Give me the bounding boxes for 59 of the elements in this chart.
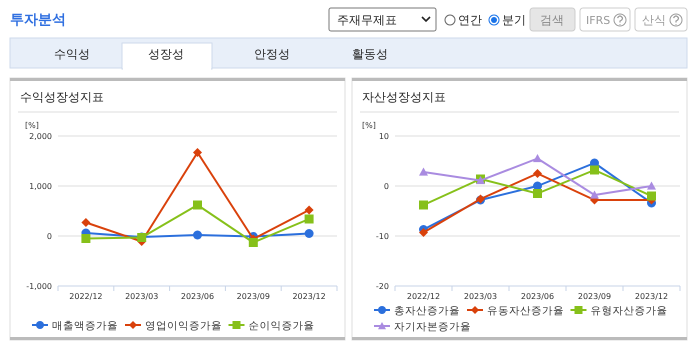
y-tick-label: 1,000 bbox=[29, 182, 52, 191]
point bbox=[304, 206, 314, 214]
point bbox=[590, 190, 599, 199]
point bbox=[193, 148, 202, 157]
legend-label: 총자산증가율 bbox=[394, 305, 460, 317]
x-tick-label: 2022/12 bbox=[406, 292, 440, 301]
point bbox=[419, 168, 428, 176]
point bbox=[304, 214, 314, 224]
x-tick-label: 2022/12 bbox=[69, 292, 103, 301]
y-tick-label: 0 bbox=[46, 232, 52, 241]
x-tick-label: 2023/03 bbox=[125, 292, 158, 301]
text: 연간 bbox=[458, 13, 482, 27]
point bbox=[533, 189, 542, 198]
select: 주재무제표 bbox=[328, 8, 436, 32]
x-tick-label: 2023/12 bbox=[634, 292, 668, 301]
point bbox=[533, 169, 542, 178]
point bbox=[304, 229, 314, 238]
point bbox=[81, 234, 90, 243]
x-tick-label: 2023/03 bbox=[464, 292, 498, 301]
text: IFRS bbox=[586, 14, 610, 27]
text: 수익성 bbox=[54, 47, 90, 61]
point bbox=[533, 154, 542, 162]
text: 산식 bbox=[642, 13, 666, 27]
y-tick-label: 2,000 bbox=[29, 132, 52, 141]
x-tick-label: 2023/09 bbox=[578, 292, 612, 301]
point bbox=[647, 182, 656, 190]
y-tick-label: -10 bbox=[376, 232, 389, 241]
text: 검색 bbox=[540, 13, 564, 27]
legend-label: 매출액증가율 bbox=[52, 320, 118, 332]
y-tick-label: 0 bbox=[384, 182, 389, 191]
text: 안정성 bbox=[254, 47, 290, 61]
point bbox=[590, 166, 599, 174]
y-tick-label: -20 bbox=[376, 282, 389, 291]
point bbox=[647, 192, 656, 200]
legend-label: 영업이익증가율 bbox=[145, 320, 222, 332]
text: 분기 bbox=[502, 13, 526, 27]
text: 투자분석 bbox=[10, 12, 66, 28]
y-tick-label: 10 bbox=[378, 132, 389, 141]
x-tick-label: 2023/06 bbox=[180, 292, 214, 301]
y-tick-label: -1,000 bbox=[26, 282, 52, 291]
y-axis-title: [%] bbox=[25, 121, 39, 130]
point bbox=[81, 218, 90, 227]
point bbox=[193, 230, 202, 240]
x-tick-label: 2023/09 bbox=[236, 292, 270, 301]
chart-title: 수익성장성지표 bbox=[20, 90, 104, 104]
point bbox=[419, 200, 428, 210]
legend-label: 자기자본증가율 bbox=[394, 321, 471, 333]
legend-label: 순이익증가율 bbox=[248, 320, 314, 332]
x-tick-label: 2023/06 bbox=[520, 292, 554, 301]
x-tick-label: 2023/12 bbox=[292, 292, 326, 301]
y-axis-title: [%] bbox=[362, 121, 376, 130]
point bbox=[248, 238, 258, 247]
text: 성장성 bbox=[148, 47, 184, 61]
chart-title: 자산성장성지표 bbox=[362, 90, 446, 104]
legend-label: 유형자산증가율 bbox=[590, 305, 668, 317]
legend-label: 유동자산증가율 bbox=[487, 305, 564, 317]
point bbox=[419, 228, 428, 237]
text: 활동성 bbox=[352, 47, 388, 61]
point bbox=[193, 200, 202, 210]
